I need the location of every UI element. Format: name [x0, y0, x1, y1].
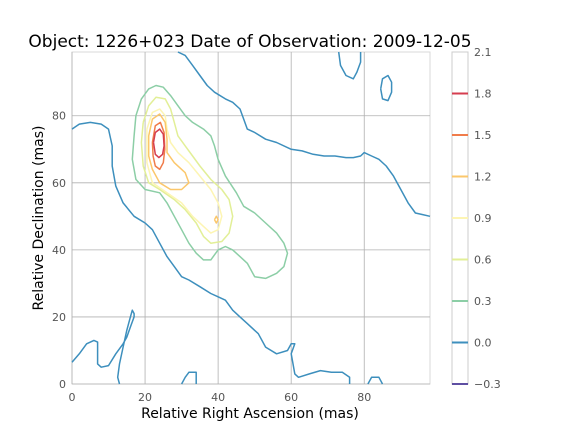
contour-line-1-2 — [213, 215, 219, 224]
x-axis-ticks: 0 20 40 60 80 — [69, 391, 372, 404]
contour-lines — [71, 51, 431, 385]
grid-lines — [71, 52, 430, 385]
y-tick-label: 80 — [52, 110, 66, 123]
colorbar-tick-label: 0.9 — [474, 212, 492, 225]
x-tick-label: 0 — [69, 391, 76, 404]
contour-line-1-8 — [152, 128, 165, 159]
contour-line-0 — [177, 51, 431, 218]
colorbar-tick-label: 1.8 — [474, 88, 492, 101]
y-tick-label: 20 — [52, 311, 66, 324]
contour-line-0-3 — [131, 84, 289, 280]
y-axis-ticks: 0 20 40 60 80 — [52, 110, 66, 391]
contour-line-0 — [180, 371, 197, 385]
colorbar-tick-label: −0.3 — [474, 378, 501, 391]
contour-line-0 — [71, 309, 135, 385]
contour-line-0-6 — [140, 96, 234, 244]
colorbar-tick-label: 1.5 — [474, 129, 492, 142]
colorbar-tick-label: 0.0 — [474, 337, 492, 350]
x-tick-label: 40 — [211, 391, 225, 404]
x-axis-label: Relative Right Ascension (mas) — [141, 406, 359, 422]
y-tick-label: 40 — [52, 244, 66, 257]
contour-line-0 — [71, 121, 351, 384]
y-tick-label: 0 — [59, 378, 66, 391]
x-tick-label: 20 — [138, 391, 152, 404]
plot-area: 0 20 40 60 80 0 20 40 60 80 — [52, 51, 431, 404]
colorbar-tick-label: 2.1 — [474, 46, 492, 59]
y-axis-label: Relative Declination (mas) — [31, 126, 47, 311]
contour-line-0 — [337, 51, 362, 80]
y-tick-label: 60 — [52, 177, 66, 190]
contour-line-0 — [367, 376, 384, 385]
contour-line-1-2 — [147, 113, 190, 191]
x-tick-label: 80 — [357, 391, 371, 404]
contour-line-1-5 — [151, 121, 166, 171]
plot-background — [71, 51, 431, 385]
colorbar-tick-label: 0.3 — [474, 295, 492, 308]
chart-title: Object: 1226+023 Date of Observation: 20… — [28, 32, 471, 52]
colorbar-tick-label: 1.2 — [474, 171, 492, 184]
contour-line-0 — [379, 74, 393, 102]
colorbar-tick-label: 0.6 — [474, 254, 492, 267]
contour-line-0-9 — [146, 108, 223, 234]
colorbar: 2.1 1.8 1.5 1.2 0.9 0.6 0.3 0.0 −0.3 — [451, 46, 501, 391]
x-tick-label: 60 — [284, 391, 298, 404]
